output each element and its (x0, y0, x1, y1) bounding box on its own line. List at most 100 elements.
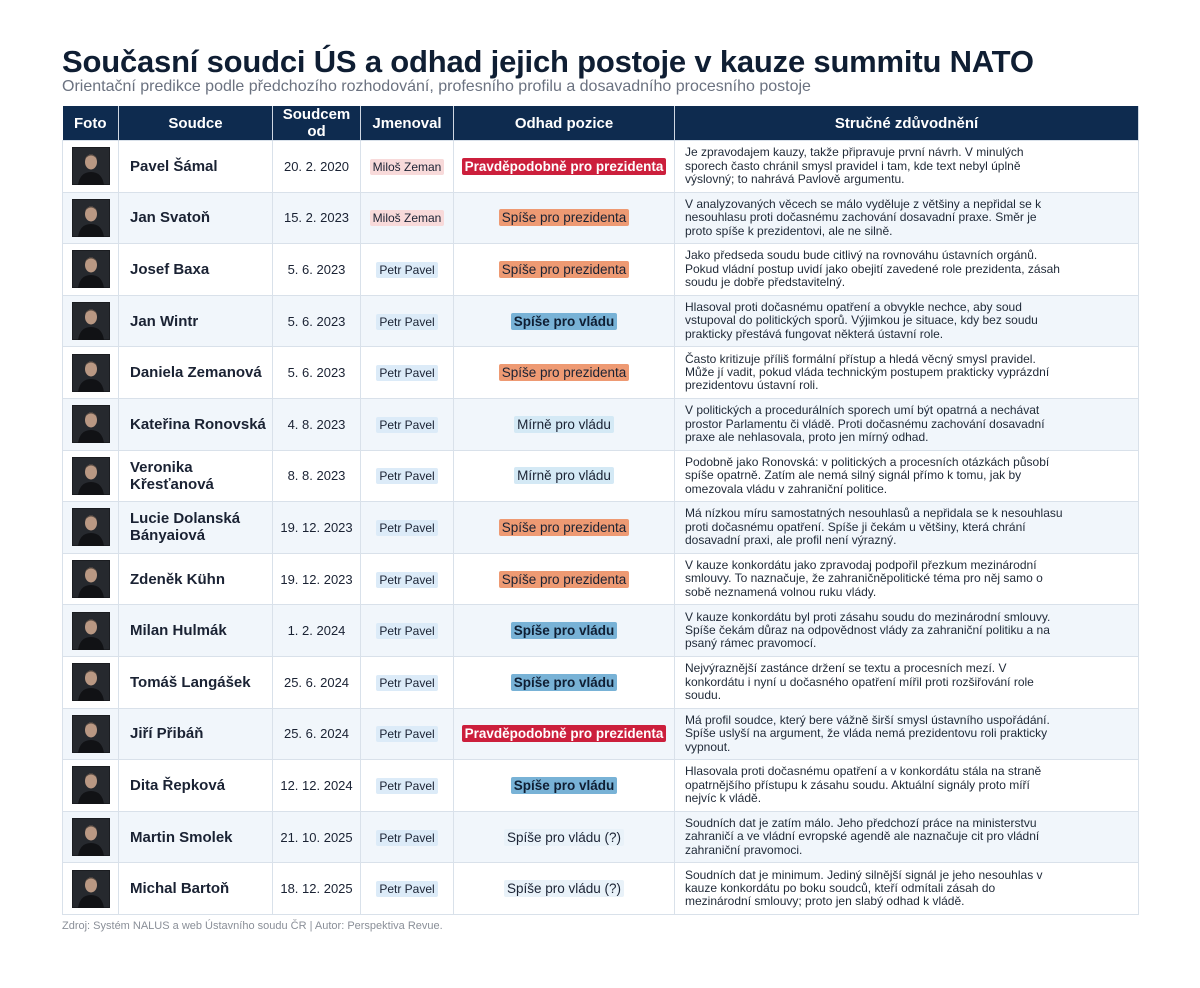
appointed-badge: Petr Pavel (376, 623, 438, 640)
position-cell: Pravděpodobně pro prezidenta (453, 707, 675, 760)
reason-cell: Často kritizuje příliš formální přístup … (674, 346, 1139, 399)
position-cell: Spíše pro vládu (?) (453, 862, 675, 915)
since-date: 19. 12. 2023 (272, 552, 361, 605)
since-date: 1. 2. 2024 (272, 604, 361, 657)
appointed-badge: Petr Pavel (376, 674, 438, 691)
photo-cell (62, 501, 119, 554)
photo-cell (62, 294, 119, 347)
reason-text: V politických a procedurálních sporech u… (685, 403, 1045, 444)
judge-row: Jan Svatoň 15. 2. 2023 Miloš Zeman Spíše pr… (62, 191, 1139, 244)
reason-text: Hlasovala proti dočasnému opatření a v k… (685, 764, 1042, 806)
column-header: Soudce (118, 106, 273, 141)
position-badge: Pravděpodobně pro prezidenta (461, 157, 667, 175)
column-header: Odhad pozice (453, 106, 675, 141)
photo (71, 869, 110, 908)
photo-cell (62, 243, 119, 296)
reason-text: Soudních dat je zatím málo. Jeho předcho… (685, 815, 1040, 857)
photo-cell (62, 449, 119, 502)
position-cell: Spíše pro vládu (453, 759, 675, 812)
photo (71, 302, 110, 341)
photo (71, 560, 110, 599)
position-badge: Spíše pro vládu (?) (503, 828, 625, 846)
since-date: 21. 10. 2025 (272, 810, 361, 863)
reason-cell: Má nízkou míru samostatných nesouhlasů a… (674, 501, 1139, 554)
appointed-cell: Petr Pavel (360, 707, 454, 760)
judge-name: Jan Svatoň (118, 191, 273, 244)
position-cell: Mírně pro vládu (453, 397, 675, 451)
appointed-cell: Petr Pavel (360, 346, 454, 399)
judge-name: Milan Hulmák (118, 604, 273, 657)
judge-row: Milan Hulmák 1. 2. 2024 Petr Pavel Spíše pr… (62, 604, 1139, 657)
appointed-cell: Petr Pavel (360, 397, 454, 451)
reason-cell: V kauze konkordátu jako zpravodaj podpoř… (674, 552, 1139, 605)
position-cell: Spíše pro vládu (453, 604, 675, 657)
title: Současní soudci ÚS a odhad jejich postoj… (62, 44, 1034, 79)
appointed-badge: Petr Pavel (376, 829, 438, 846)
position-cell: Spíše pro prezidenta (453, 501, 675, 554)
judge-row: Lucie Dolanská Bányaiová 19. 12. 2023 Petr… (62, 501, 1139, 554)
position-cell: Spíše pro prezidenta (453, 191, 675, 244)
since-date: 25. 6. 2024 (272, 655, 361, 709)
position-cell: Spíše pro vládu (453, 294, 675, 347)
reason-cell: V kauze konkordátu byl proti zásahu soud… (674, 604, 1139, 657)
position-badge: Spíše pro vládu (510, 776, 618, 794)
reason-cell: Nejvýraznější zastánce držení se textu a… (674, 655, 1139, 709)
since-date: 25. 6. 2024 (272, 707, 361, 760)
reason-cell: Je zpravodajem kauzy, takže připravuje p… (674, 140, 1139, 193)
source-note: Zdroj: Systém NALUS a web Ústavního soud… (62, 920, 443, 932)
position-cell: Pravděpodobně pro prezidenta (453, 140, 675, 193)
judge-name: Daniela Zemanová (118, 346, 273, 399)
photo-cell (62, 552, 119, 605)
position-cell: Spíše pro prezidenta (453, 552, 675, 605)
since-date: 5. 6. 2023 (272, 346, 361, 399)
header-row: Foto Soudce Soudcem od Jmenoval Odhad po… (62, 106, 1139, 141)
reason-text: Často kritizuje příliš formální přístup … (685, 351, 1050, 393)
appointed-cell: Petr Pavel (360, 449, 454, 502)
subtitle: Orientační predikce podle předchozího ro… (62, 78, 811, 95)
reason-text: V analyzovaných věcech se málo vyděluje … (685, 196, 1042, 238)
appointed-badge: Petr Pavel (376, 571, 438, 588)
since-date: 18. 12. 2025 (272, 862, 361, 915)
photo (71, 405, 110, 444)
judge-row: Pavel Šámal 20. 2. 2020 Miloš Zeman Pravděp… (62, 140, 1139, 193)
judge-row: Zdeněk Kühn 19. 12. 2023 Petr Pavel Spíše p… (62, 552, 1139, 605)
judge-name: Veronika Křesťanová (118, 449, 273, 502)
position-cell: Spíše pro vládu (?) (453, 810, 675, 863)
appointed-cell: Petr Pavel (360, 552, 454, 605)
photo (71, 508, 110, 547)
position-badge: Spíše pro prezidenta (498, 260, 630, 278)
judge-name: Kateřina Ronovská (118, 397, 273, 451)
appointed-badge: Petr Pavel (376, 365, 438, 382)
photo-cell (62, 707, 119, 760)
reason-text: Jako předseda soudu bude citlivý na rovn… (685, 248, 1060, 290)
appointed-cell: Petr Pavel (360, 243, 454, 296)
position-badge: Spíše pro vládu (510, 673, 618, 691)
since-date: 15. 2. 2023 (272, 191, 361, 244)
judge-name: Dita Řepková (118, 759, 273, 812)
photo-cell (62, 604, 119, 657)
position-badge: Spíše pro vládu (510, 622, 618, 640)
reason-text: Soudních dat je minimum. Jediný silnější… (685, 867, 1043, 909)
appointed-badge: Petr Pavel (376, 313, 438, 330)
reason-cell: V politických a procedurálních sporech u… (674, 397, 1139, 451)
since-date: 4. 8. 2023 (272, 397, 361, 451)
photo-cell (62, 810, 119, 863)
appointed-cell: Petr Pavel (360, 810, 454, 863)
photo (71, 250, 110, 289)
judge-row: Josef Baxa 5. 6. 2023 Petr Pavel Spíše pro … (62, 243, 1139, 296)
appointed-cell: Petr Pavel (360, 862, 454, 915)
judge-row: Martin Smolek 21. 10. 2025 Petr Pavel Spíše… (62, 810, 1139, 863)
judge-name: Tomáš Langášek (118, 655, 273, 709)
reason-cell: Podobně jako Ronovská: v politických a p… (674, 449, 1139, 502)
judge-row: Dita Řepková 12. 12. 2024 Petr Pavel Spíše … (62, 759, 1139, 812)
judge-name: Pavel Šámal (118, 140, 273, 193)
position-badge: Pravděpodobně pro prezidenta (461, 725, 667, 743)
appointed-cell: Petr Pavel (360, 655, 454, 709)
reason-text: Má nízkou míru samostatných nesouhlasů a… (685, 506, 1063, 548)
reason-text: Nejvýraznější zastánce držení se textu a… (685, 661, 1034, 702)
judge-row: Tomáš Langášek 25. 6. 2024 Petr Pavel Spíše… (62, 655, 1139, 709)
position-cell: Spíše pro prezidenta (453, 243, 675, 296)
appointed-badge: Petr Pavel (376, 519, 438, 536)
